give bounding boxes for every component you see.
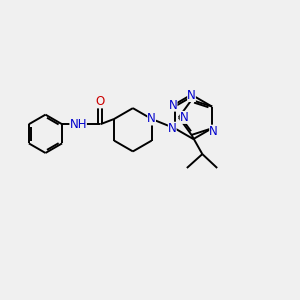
Text: N: N <box>187 89 196 102</box>
Text: N: N <box>168 122 177 135</box>
Text: O: O <box>96 95 105 108</box>
Text: N: N <box>209 125 218 138</box>
Text: NH: NH <box>69 118 87 131</box>
Text: N: N <box>180 111 188 124</box>
Text: N: N <box>147 112 156 125</box>
Text: N: N <box>169 99 178 112</box>
